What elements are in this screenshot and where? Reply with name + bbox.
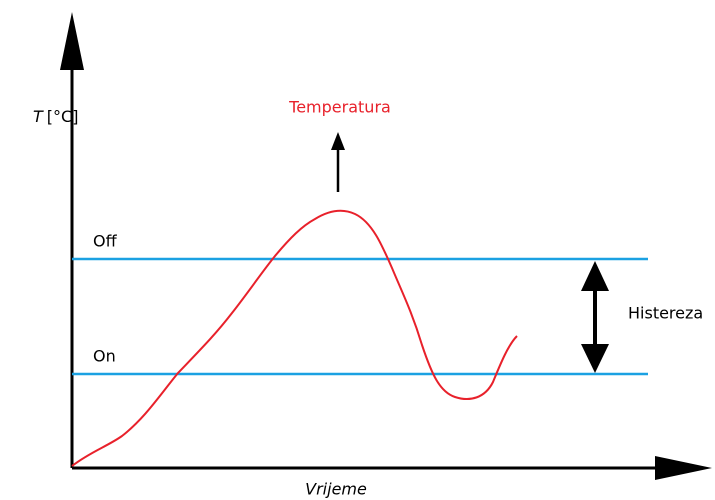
- y-axis-symbol: T: [33, 107, 44, 126]
- y-axis-label: T [°C]: [33, 107, 78, 126]
- temperature-curve: [71, 209, 518, 467]
- y-axis-arrow: [60, 12, 84, 70]
- hysteresis-arrow-top: [581, 261, 609, 291]
- hysteresis-label: Histereza: [628, 304, 703, 323]
- rise-arrow-head: [331, 132, 345, 150]
- x-axis-label: Vrijeme: [305, 480, 367, 499]
- on-label: On: [93, 347, 116, 366]
- x-axis-arrow: [655, 456, 712, 480]
- off-label: Off: [93, 232, 118, 251]
- y-axis-unit: [°C]: [47, 107, 79, 126]
- hysteresis-arrow-bottom: [581, 344, 609, 373]
- curve-label: Temperatura: [288, 98, 391, 117]
